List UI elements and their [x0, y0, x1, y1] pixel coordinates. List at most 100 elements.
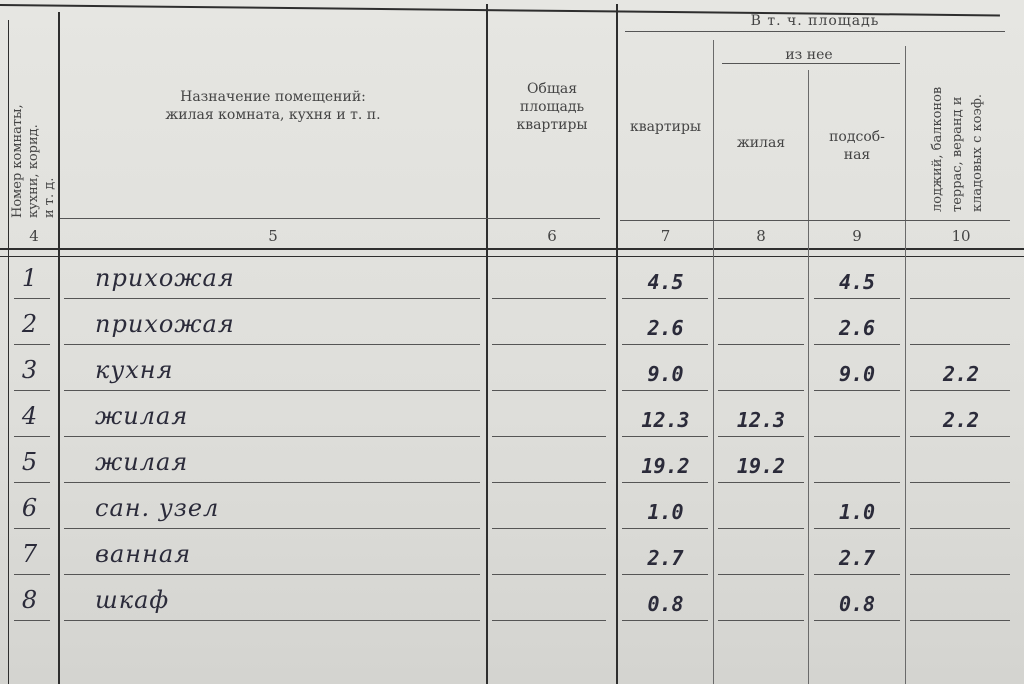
column-divider: [8, 20, 9, 684]
row-rule: [622, 620, 708, 621]
row-rule: [718, 482, 804, 483]
cell-no: 2: [21, 310, 39, 338]
row-rule: [718, 298, 804, 299]
header-col9: подсоб- ная: [809, 128, 905, 164]
header-bottom-border: [0, 248, 1024, 250]
row-rule: [718, 436, 804, 437]
row-rule: [814, 620, 900, 621]
column-number: 9: [852, 227, 862, 245]
cell-name: жилая: [95, 448, 189, 476]
row-rule: [718, 390, 804, 391]
cell-apartment: 9.0: [647, 362, 684, 386]
row-rule: [64, 298, 480, 299]
col10-line: лоджий, балконов: [930, 86, 945, 212]
cell-no: 1: [21, 264, 39, 292]
cell-name: сан. узел: [95, 494, 220, 522]
row-rule: [64, 436, 480, 437]
row-rule: [910, 482, 1010, 483]
cell-auxiliary: 4.5: [838, 270, 876, 294]
number-row-divider: [620, 220, 1010, 221]
row-rule: [910, 436, 1010, 437]
row-rule: [814, 344, 900, 345]
row-rule: [622, 390, 708, 391]
row-rule: [718, 344, 804, 345]
row-rule: [622, 298, 708, 299]
row-rule: [910, 390, 1010, 391]
row-rule: [64, 390, 480, 391]
row-rule: [492, 390, 606, 391]
row-rule: [14, 344, 50, 345]
header-col8: жилая: [736, 135, 786, 151]
col6-line: квартиры: [516, 117, 588, 133]
row-rule: [718, 528, 804, 529]
cell-name: прихожая: [95, 264, 235, 292]
row-rule: [910, 344, 1010, 345]
row-rule: [622, 528, 708, 529]
row-rule: [14, 482, 50, 483]
col4-line: кухни, корид.: [26, 124, 41, 218]
cell-apartment: 19.2: [641, 454, 690, 478]
column-divider: [616, 4, 618, 684]
row-rule: [622, 482, 708, 483]
column-divider: [486, 4, 488, 684]
row-rule: [64, 620, 480, 621]
cell-living: 19.2: [736, 454, 786, 478]
header-group-title: В т. ч. площадь: [750, 13, 880, 29]
row-rule: [622, 574, 708, 575]
column-number: 4: [29, 227, 39, 245]
row-rule: [718, 574, 804, 575]
cell-no: 6: [21, 494, 39, 522]
col5-line: Назначение помещений:: [180, 89, 366, 105]
row-rule: [14, 298, 50, 299]
cell-no: 3: [21, 356, 39, 384]
row-rule: [492, 344, 606, 345]
row-rule: [910, 574, 1010, 575]
row-rule: [814, 390, 900, 391]
cell-name: жилая: [95, 402, 189, 430]
cell-loggia: 2.2: [942, 362, 980, 386]
cell-auxiliary: 2.7: [838, 546, 876, 570]
row-rule: [492, 574, 606, 575]
cell-apartment: 2.7: [647, 546, 684, 570]
col9-line: подсоб-: [829, 129, 885, 145]
header-col6: Общая площадь квартиры: [488, 80, 616, 134]
row-rule: [492, 482, 606, 483]
col10-line: террас, веранд и: [950, 96, 965, 212]
row-rule: [492, 528, 606, 529]
row-rule: [64, 482, 480, 483]
row-rule: [814, 436, 900, 437]
row-rule: [14, 390, 50, 391]
row-rule: [814, 528, 900, 529]
subgroup-divider: [722, 63, 900, 64]
cell-no: 4: [21, 402, 39, 430]
cell-name: шкаф: [95, 586, 170, 614]
header-subgroup-title: из нее: [785, 47, 833, 63]
cell-apartment: 4.5: [647, 270, 684, 294]
row-rule: [814, 574, 900, 575]
row-rule: [622, 436, 708, 437]
column-number: 5: [268, 227, 278, 245]
cell-no: 5: [21, 448, 39, 476]
cell-auxiliary: 2.6: [838, 316, 876, 340]
row-rule: [14, 436, 50, 437]
col9-line: ная: [843, 147, 871, 163]
cell-auxiliary: 1.0: [838, 500, 876, 524]
row-rule: [910, 298, 1010, 299]
cell-apartment: 0.8: [647, 592, 684, 616]
column-divider: [905, 46, 906, 684]
row-rule: [14, 574, 50, 575]
column-number: 8: [756, 227, 766, 245]
col5-line: жилая комната, кухня и т. п.: [165, 107, 381, 123]
column-divider: [808, 70, 809, 684]
row-rule: [910, 620, 1010, 621]
row-rule: [718, 620, 804, 621]
row-rule: [814, 482, 900, 483]
col4-line: Номер комнаты,: [10, 104, 25, 218]
row-rule: [64, 574, 480, 575]
cell-auxiliary: 9.0: [838, 362, 876, 386]
number-row-divider: [60, 218, 600, 219]
column-number: 7: [660, 227, 671, 245]
cell-no: 8: [21, 586, 39, 614]
cell-apartment: 12.3: [641, 408, 690, 432]
